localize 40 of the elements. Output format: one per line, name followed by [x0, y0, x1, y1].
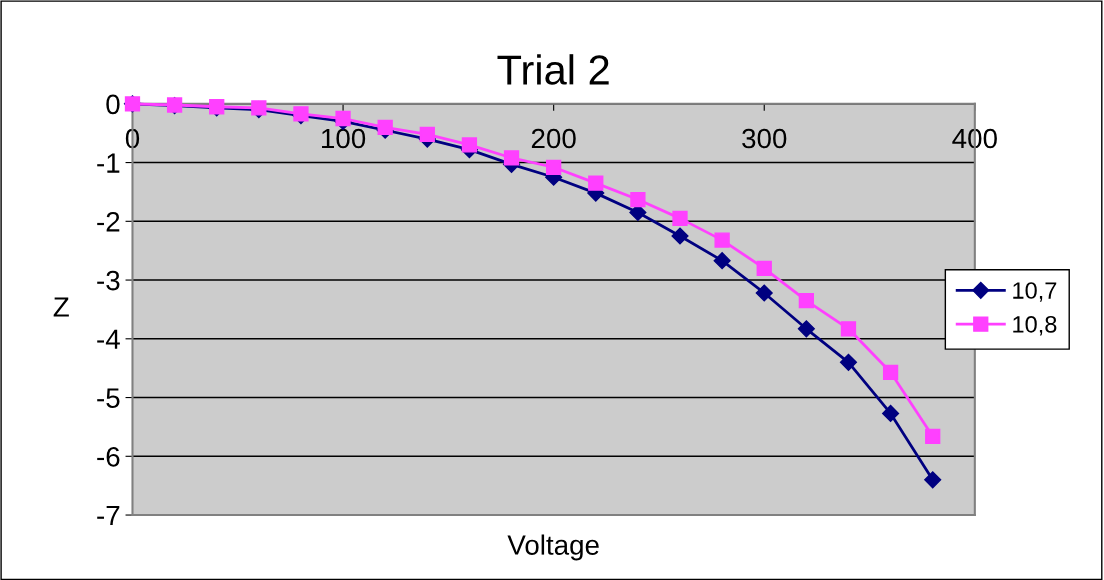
- point: [672, 210, 688, 227]
- point: [335, 110, 351, 127]
- y-tick-label: -1: [97, 153, 120, 173]
- point: [755, 284, 773, 302]
- y-tick-label: -6: [97, 446, 120, 467]
- point: [925, 428, 941, 444]
- point: [882, 364, 899, 380]
- x-tick-label: 100: [322, 128, 366, 149]
- point: [377, 119, 393, 135]
- point: [671, 227, 689, 245]
- point: [840, 321, 857, 337]
- y-axis-title: Z: [53, 297, 69, 317]
- y-tick-label: -7: [97, 505, 120, 526]
- point: [714, 232, 730, 248]
- y-tick-label: -4: [97, 329, 120, 349]
- x-axis-title: Voltage: [507, 534, 599, 561]
- point: [839, 353, 858, 371]
- point: [630, 191, 646, 208]
- point: [756, 260, 772, 276]
- point: [546, 159, 562, 175]
- point: [503, 150, 520, 166]
- chart-title: Trial 2: [497, 54, 609, 85]
- x-tick-label: 0: [125, 128, 140, 149]
- y-tick-label: -3: [97, 270, 120, 291]
- y-tick-label: -2: [97, 211, 120, 232]
- x-tick-label: 200: [531, 128, 576, 149]
- point: [419, 126, 435, 143]
- y-tick-label: 0: [106, 94, 120, 115]
- point: [798, 292, 815, 309]
- legend-label: 10,8: [1013, 315, 1057, 336]
- point: [924, 471, 942, 489]
- x-tick-label: 300: [742, 128, 787, 149]
- point: [461, 137, 478, 153]
- point: [797, 320, 815, 338]
- point: [713, 252, 731, 270]
- point: [588, 175, 604, 191]
- y-tick-label: -5: [97, 388, 120, 408]
- x-tick-label: 400: [952, 128, 997, 149]
- point: [882, 404, 900, 422]
- legend-label: 10,7: [1013, 282, 1057, 302]
